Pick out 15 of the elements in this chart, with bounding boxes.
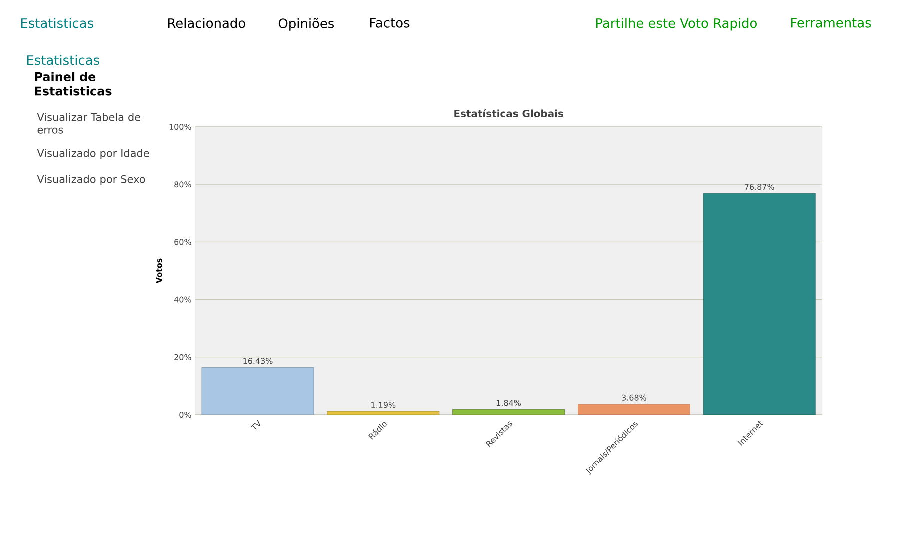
text: Estatisticas: [21, 18, 94, 28]
text: Opiniões: [278, 18, 334, 31]
text: Partilhe este Voto Rapido: [596, 18, 757, 31]
text: Ferramentas: [791, 18, 872, 28]
bar: [703, 193, 816, 415]
text: Factos: [370, 18, 410, 28]
text: Relacionado: [168, 18, 246, 28]
text: Visualizado por Idade: [37, 149, 150, 160]
text: Visualizado por Sexo: [37, 175, 146, 186]
text: Painel de Estatisticas: [35, 72, 112, 96]
chart-title: Estatísticas Globais: [454, 109, 564, 118]
bar: [327, 411, 440, 415]
bar: [578, 404, 690, 415]
text: Estatisticas: [27, 55, 100, 66]
text: Visualizar Tabela de erros: [37, 113, 141, 134]
